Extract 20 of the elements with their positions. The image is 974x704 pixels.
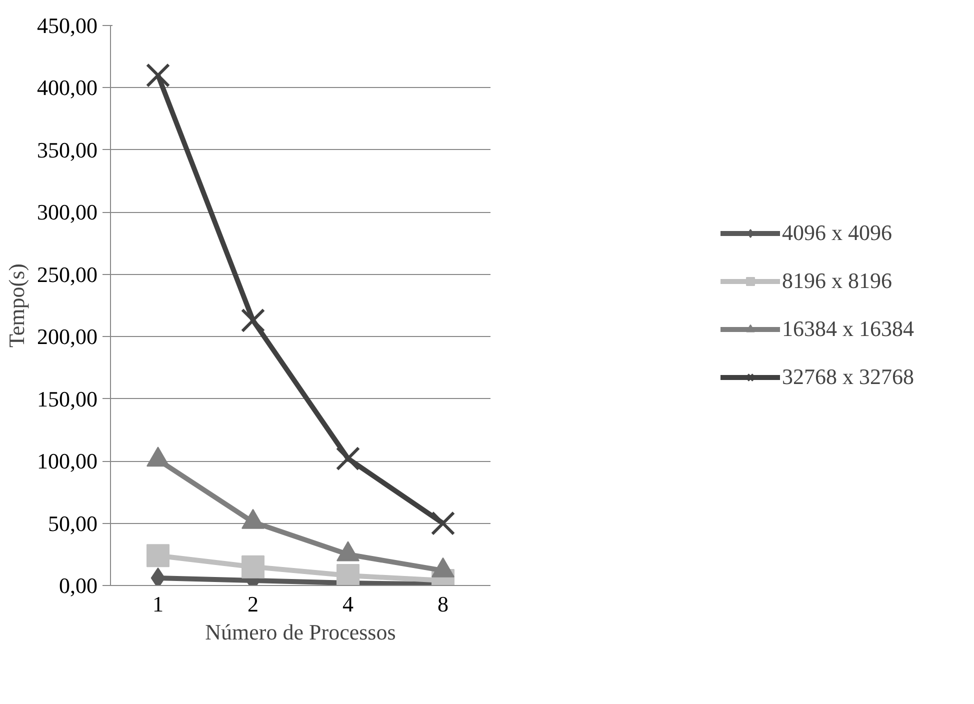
x-tick-label: 2	[248, 592, 258, 616]
legend-label: 4096 x 4096	[782, 220, 892, 246]
x-tick-label: 4	[342, 592, 354, 616]
y-tick-label: 200,00	[37, 324, 98, 350]
y-tick-label: 0,00	[59, 573, 98, 598]
y-tick-label: 250,00	[37, 262, 98, 287]
x-tick-label: 1	[152, 592, 164, 616]
legend-label: 8196 x 8196	[782, 268, 892, 294]
y-tick-label: 350,00	[37, 137, 98, 162]
legend-label: 16384 x 16384	[782, 316, 914, 342]
y-tick-label: 400,00	[37, 75, 98, 100]
legend-label: 32768 x 32768	[782, 364, 914, 390]
y-axis-title: Tempo(s)	[4, 263, 29, 348]
y-tick-label: 50,00	[48, 510, 98, 536]
y-tick-label: 300,00	[37, 200, 98, 225]
x-axis-title: Número de Processos	[205, 620, 396, 644]
y-tick-label: 450,00	[37, 13, 98, 38]
y-tick-label: 100,00	[37, 448, 98, 474]
x-tick-label: 8	[438, 592, 448, 616]
y-tick-label: 150,00	[37, 386, 98, 412]
